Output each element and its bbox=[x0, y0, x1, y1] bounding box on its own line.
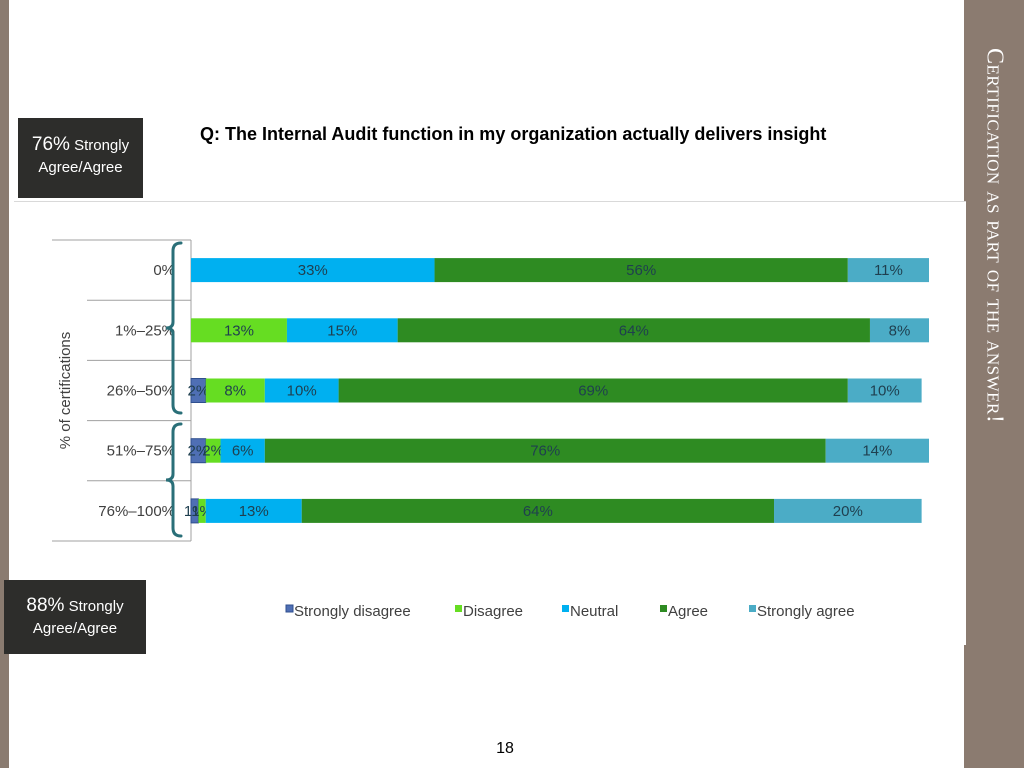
data-label: 15% bbox=[327, 322, 357, 339]
data-label: 2% bbox=[202, 443, 224, 460]
question-title: Q: The Internal Audit function in my org… bbox=[200, 124, 827, 144]
data-label: 33% bbox=[298, 262, 328, 279]
callout-top: 76% Strongly Agree/Agree bbox=[18, 118, 143, 198]
category-tick-label: 1%–25% bbox=[115, 322, 175, 339]
bar-segment bbox=[191, 318, 287, 343]
category-tick-label: 76%–100% bbox=[98, 503, 175, 520]
bar-segment bbox=[869, 318, 929, 343]
legend-swatch bbox=[562, 605, 569, 612]
data-label: 64% bbox=[523, 503, 553, 520]
legend-swatch bbox=[285, 604, 294, 613]
legend-label: Agree bbox=[668, 603, 708, 620]
bracket-top-icon bbox=[165, 241, 183, 415]
category-tick-label: 26%–50% bbox=[107, 383, 175, 400]
bar-segment bbox=[264, 378, 339, 403]
legend-swatch bbox=[749, 605, 756, 612]
bar-segment bbox=[286, 318, 398, 343]
callout-bottom-percent: 88% bbox=[26, 595, 65, 616]
callout-top-percent: 76% bbox=[31, 134, 70, 155]
data-label: 6% bbox=[232, 443, 254, 460]
data-label: 10% bbox=[870, 383, 900, 400]
data-label: 8% bbox=[224, 383, 246, 400]
y-axis-title: % of certifications bbox=[57, 332, 74, 450]
bar-segment bbox=[397, 318, 870, 343]
callout-bottom-text: Strongly Agree/Agree bbox=[32, 598, 124, 637]
bar-segment bbox=[198, 498, 206, 523]
legend-swatch bbox=[660, 605, 667, 612]
legend-label: Disagree bbox=[463, 603, 523, 620]
callout-bottom: 88% Strongly Agree/Agree bbox=[4, 580, 146, 654]
callout-top-text: Strongly Agree/Agree bbox=[38, 137, 130, 176]
data-label: 2% bbox=[188, 443, 210, 460]
page-number: 18 bbox=[496, 740, 514, 757]
data-label: 13% bbox=[239, 503, 269, 520]
data-label: 56% bbox=[626, 262, 656, 279]
data-label: 20% bbox=[833, 503, 863, 520]
bar-segment bbox=[191, 258, 435, 283]
bar-segment bbox=[205, 498, 302, 523]
category-tick-label: 51%–75% bbox=[107, 443, 175, 460]
bar-segment bbox=[220, 438, 265, 463]
category-tick-label: 0% bbox=[153, 262, 175, 279]
data-label: 10% bbox=[287, 383, 317, 400]
bar-segment bbox=[434, 258, 848, 283]
legend-label: Neutral bbox=[570, 603, 618, 620]
data-label: 64% bbox=[619, 322, 649, 339]
bar-segment bbox=[301, 498, 775, 523]
data-label: 76% bbox=[530, 443, 560, 460]
legend-label: Strongly agree bbox=[757, 603, 855, 620]
bar-segment bbox=[847, 378, 922, 403]
legend-swatch bbox=[455, 605, 462, 612]
bar-segment bbox=[205, 378, 265, 403]
data-label: 8% bbox=[889, 322, 911, 339]
bar-segment bbox=[825, 438, 929, 463]
legend-label: Strongly disagree bbox=[294, 603, 411, 620]
data-label: 11% bbox=[874, 262, 903, 279]
bar-segment bbox=[847, 258, 929, 283]
bar-segment bbox=[264, 438, 826, 463]
left-decor-strip bbox=[0, 0, 9, 768]
data-label: 14% bbox=[862, 443, 892, 460]
right-decor-band bbox=[964, 0, 1024, 768]
bracket-bottom-icon bbox=[165, 422, 183, 538]
data-label: 13% bbox=[224, 322, 254, 339]
data-label: 69% bbox=[578, 383, 608, 400]
bar-segment bbox=[774, 498, 922, 523]
bar-segment bbox=[205, 438, 221, 463]
bar-segment bbox=[338, 378, 848, 403]
data-label: 2% bbox=[188, 383, 210, 400]
